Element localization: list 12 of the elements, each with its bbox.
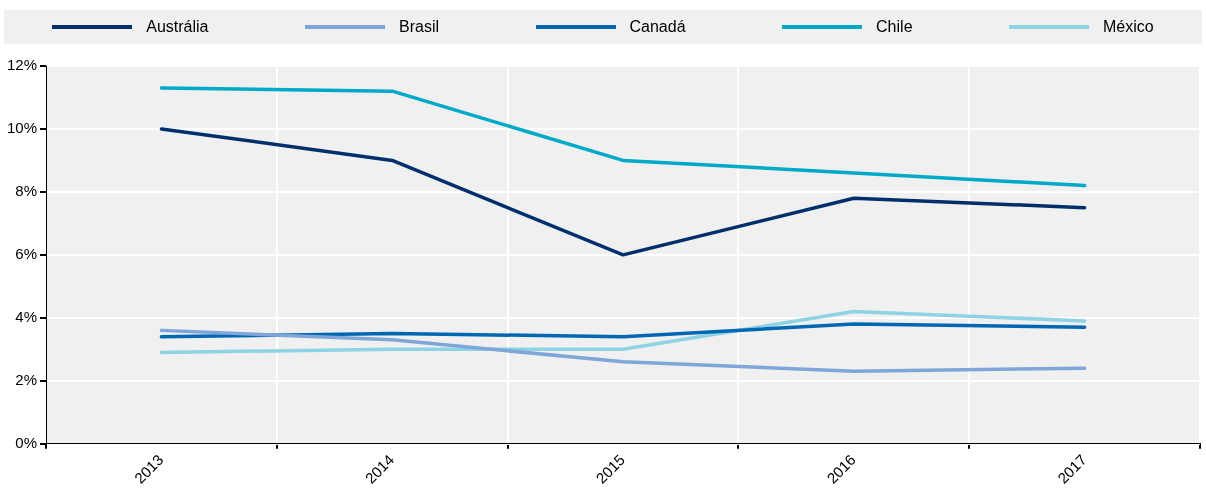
y-tick-label: 4% bbox=[15, 307, 38, 325]
legend-label: Austrália bbox=[146, 18, 209, 36]
legend-label: México bbox=[1103, 18, 1154, 36]
legend-label: Canadá bbox=[629, 18, 686, 36]
legend-label: Brasil bbox=[399, 18, 440, 36]
y-tick-label: 6% bbox=[15, 244, 38, 262]
legend-label: Chile bbox=[876, 18, 913, 36]
y-tick-label: 8% bbox=[15, 182, 38, 200]
y-tick-label: 10% bbox=[6, 119, 38, 137]
y-tick-label: 0% bbox=[15, 433, 38, 451]
y-tick-label: 12% bbox=[6, 56, 38, 74]
y-tick-label: 2% bbox=[15, 370, 38, 388]
